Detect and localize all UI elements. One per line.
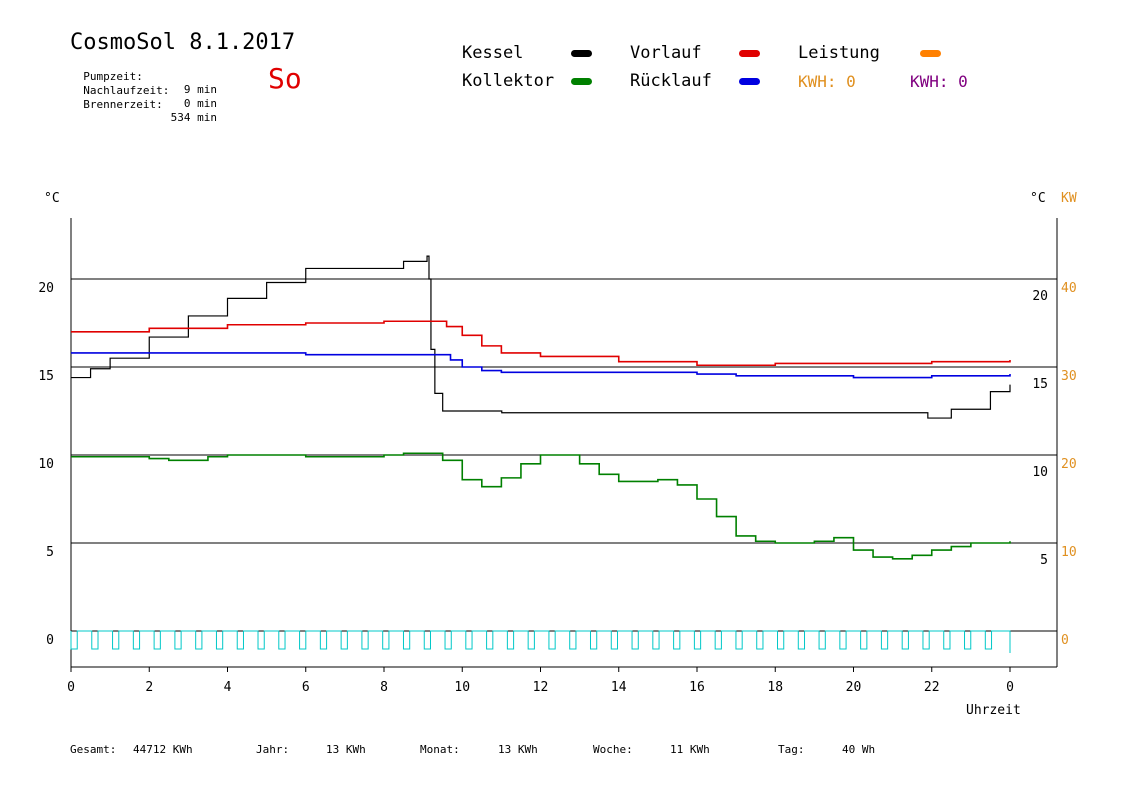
right-axis-unit-kw: KW	[1061, 191, 1077, 206]
weekday-label: So	[268, 62, 302, 95]
footer-jahr-label: Jahr:	[256, 743, 290, 756]
x-tick-label: 4	[224, 680, 232, 695]
y-tick-label-right-kw: 0	[1061, 633, 1069, 648]
x-tick-label: 22	[924, 680, 940, 695]
footer-monat-label: Monat:	[420, 743, 460, 756]
x-tick-label: 6	[302, 680, 310, 695]
page-title: CosmoSol 8.1.2017	[70, 30, 296, 55]
y-tick-label-right-kw: 10	[1061, 545, 1077, 560]
y-tick-label-left: 15	[38, 369, 54, 384]
legend-kessel-swatch	[571, 50, 592, 57]
legend-kwh-2: KWH: 0	[910, 72, 968, 91]
series-ruecklauf	[71, 352, 1011, 379]
footer-woche-value: 11 KWh	[670, 743, 710, 756]
stat-brennerzeit-label: Brennerzeit:	[83, 98, 163, 111]
stat-nachlaufzeit-value: 0 min	[183, 97, 217, 110]
legend-kwh-1: KWH: 0	[798, 72, 856, 91]
footer-jahr-value: 13 KWh	[326, 743, 366, 756]
stat-nachlaufzeit-label: Nachlaufzeit:	[83, 84, 170, 97]
series-vorlauf	[71, 320, 1011, 367]
legend-ruecklauf-swatch	[739, 78, 760, 85]
y-tick-label-left: 5	[46, 545, 54, 560]
grid-layer	[70, 218, 1058, 668]
x-tick-label: 18	[767, 680, 783, 695]
x-tick-label: 0	[1006, 680, 1014, 695]
pump-cycle-line	[70, 630, 1011, 653]
x-tick-label: 10	[454, 680, 470, 695]
x-tick-label: 16	[689, 680, 705, 695]
stat-pumpzeit-label: Pumpzeit:	[83, 70, 143, 83]
pump-layer	[70, 630, 1011, 653]
stat-brennerzeit-value: 534 min	[170, 111, 217, 124]
stat-nachlaufzeit: Nachlaufzeit: 0 min	[70, 71, 217, 110]
y-tick-label-right-c: 5	[1040, 553, 1048, 568]
stat-brennerzeit: Brennerzeit: 534 min	[70, 85, 217, 124]
left-axis-unit: °C	[44, 191, 60, 206]
x-axis-label: Uhrzeit	[966, 703, 1021, 718]
x-tick-label: 0	[67, 680, 75, 695]
footer-gesamt-label: Gesamt:	[70, 743, 117, 756]
tick-layer: 0 2 4 6 8 10 12 14 16 18 20 22 0 0 5 10 15 20 5 10 15 20 0 10 20…	[38, 281, 1076, 695]
legend-ruecklauf-label: Rücklauf	[630, 71, 712, 91]
y-tick-label-right-kw: 30	[1061, 369, 1077, 384]
series-layer	[71, 255, 1011, 560]
y-tick-label-right-kw: 20	[1061, 457, 1077, 472]
x-tick-label: 12	[533, 680, 549, 695]
series-kessel	[71, 255, 1011, 419]
legend-kollektor-swatch	[571, 78, 592, 85]
legend-vorlauf-label: Vorlauf	[630, 43, 702, 63]
legend-kessel-label: Kessel	[462, 43, 524, 63]
x-tick-label: 20	[846, 680, 862, 695]
y-tick-label-right-kw: 40	[1061, 281, 1077, 296]
y-tick-label-right-c: 10	[1032, 465, 1048, 480]
series-kollektor	[71, 452, 1011, 560]
x-tick-label: 8	[380, 680, 388, 695]
y-tick-label-right-c: 15	[1032, 377, 1048, 392]
y-tick-label-right-c: 20	[1032, 289, 1048, 304]
stat-pumpzeit: Pumpzeit: 9 min	[70, 57, 217, 96]
legend-kollektor-label: Kollektor	[462, 71, 555, 91]
x-tick-label: 14	[611, 680, 627, 695]
y-tick-label-left: 20	[38, 281, 54, 296]
footer-woche-label: Woche:	[593, 743, 633, 756]
legend-leistung-swatch	[920, 50, 941, 57]
footer-gesamt-value: 44712 KWh	[133, 743, 193, 756]
footer-monat-value: 13 KWh	[498, 743, 538, 756]
y-tick-label-left: 0	[46, 633, 54, 648]
legend-leistung-label: Leistung	[798, 43, 880, 63]
y-tick-label-left: 10	[38, 457, 54, 472]
x-tick-label: 2	[145, 680, 153, 695]
footer-tag-label: Tag:	[778, 743, 805, 756]
stat-pumpzeit-value: 9 min	[183, 83, 217, 96]
legend-vorlauf-swatch	[739, 50, 760, 57]
footer-tag-value: 40 Wh	[842, 743, 876, 756]
right-axis-unit-c: °C	[1030, 191, 1046, 206]
